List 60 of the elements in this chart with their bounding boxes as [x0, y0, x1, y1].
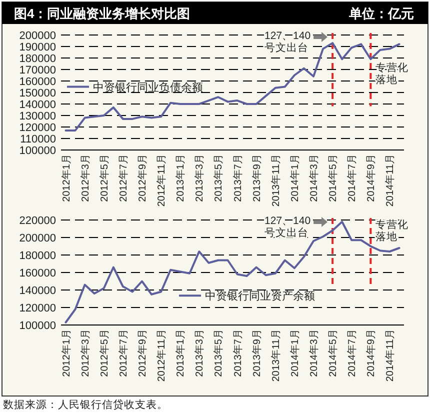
y-tick-label: 220000 — [19, 215, 56, 227]
x-tick-label: 2013年9月 — [250, 154, 263, 202]
x-tick-label: 2014年5月 — [327, 154, 340, 202]
y-tick-label: 130000 — [19, 110, 56, 122]
y-tick-label: 190000 — [19, 42, 56, 54]
x-tick-label: 2012年5月 — [98, 329, 110, 377]
x-tick-label: 2012年3月 — [79, 329, 92, 377]
x-tick-label: 2013年3月 — [194, 329, 206, 377]
x-tick-label: 2014年7月 — [346, 329, 358, 377]
x-tick-label: 2012年5月 — [98, 154, 110, 202]
x-tick-label: 2014年7月 — [346, 154, 358, 202]
y-tick-label: 140000 — [19, 285, 56, 297]
legend-label: 中资银行同业负债余额 — [93, 80, 203, 94]
legend-label: 中资银行同业资产余额 — [205, 290, 315, 303]
y-tick-label: 140000 — [19, 99, 56, 111]
x-tick-label: 2013年7月 — [232, 329, 244, 377]
x-tick-label: 2013年1月 — [174, 154, 187, 202]
x-tick-label: 2012年9月 — [136, 329, 148, 377]
x-tick-label: 2013年1月 — [174, 329, 187, 377]
y-tick-label: 150000 — [19, 88, 56, 100]
ref-line-label: 专营化落地 — [376, 218, 409, 243]
x-tick-label: 2014年11月 — [384, 154, 396, 207]
x-tick-label: 2014年9月 — [365, 154, 378, 202]
x-tick-label: 2014年1月 — [288, 329, 301, 377]
y-tick-label: 110000 — [20, 134, 56, 146]
x-tick-label: 2014年5月 — [327, 329, 340, 377]
chart-subtitle: 单位：亿元 — [348, 6, 414, 21]
x-tick-label: 2012年3月 — [79, 154, 92, 202]
x-tick-label: 2012年1月 — [60, 154, 72, 202]
y-tick-label: 120000 — [19, 122, 56, 134]
x-tick-label: 2013年11月 — [270, 329, 282, 382]
y-tick-label: 100000 — [19, 145, 56, 157]
x-tick-label: 2013年5月 — [212, 329, 225, 377]
y-tick-label: 200000 — [19, 30, 56, 42]
y-tick-label: 100000 — [19, 320, 56, 332]
x-tick-label: 2013年9月 — [250, 329, 263, 377]
x-tick-label: 2014年3月 — [308, 154, 320, 202]
x-tick-label: 2013年11月 — [270, 154, 282, 207]
x-tick-label: 2012年11月 — [156, 154, 168, 207]
y-tick-label: 160000 — [19, 268, 56, 280]
x-tick-label: 2013年3月 — [194, 154, 206, 202]
x-tick-label: 2014年1月 — [288, 154, 301, 202]
y-tick-label: 160000 — [19, 76, 56, 88]
y-tick-label: 180000 — [19, 250, 56, 262]
x-tick-label: 2012年1月 — [60, 329, 72, 377]
chart-title: 图4：同业融资业务增长对比图 — [14, 6, 190, 21]
y-tick-label: 180000 — [19, 53, 56, 65]
x-tick-label: 2014年11月 — [384, 329, 396, 382]
x-tick-label: 2014年9月 — [365, 329, 378, 377]
x-tick-label: 2012年7月 — [117, 154, 130, 202]
x-tick-label: 2013年5月 — [212, 154, 225, 202]
y-tick-label: 120000 — [19, 302, 56, 314]
x-tick-label: 2012年9月 — [136, 154, 148, 202]
x-tick-label: 2012年7月 — [117, 329, 130, 377]
source-note: 数据来源：人民银行信贷收支表。 — [3, 398, 168, 411]
y-tick-label: 170000 — [19, 64, 56, 76]
x-tick-label: 2012年11月 — [156, 329, 168, 382]
y-tick-label: 200000 — [19, 232, 56, 244]
x-tick-label: 2014年3月 — [308, 329, 320, 377]
x-tick-label: 2013年7月 — [232, 154, 244, 202]
